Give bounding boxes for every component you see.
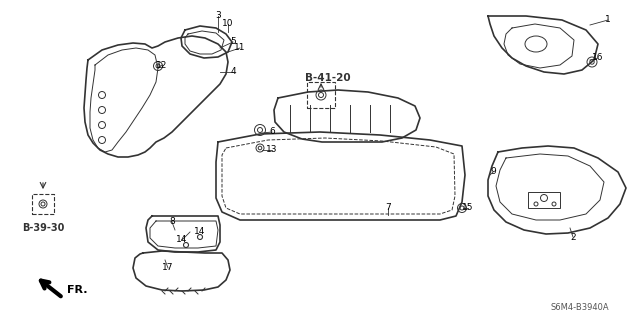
Text: 8: 8 bbox=[169, 218, 175, 226]
Text: 2: 2 bbox=[570, 233, 576, 241]
Text: B-41-20: B-41-20 bbox=[305, 73, 351, 83]
Text: 17: 17 bbox=[163, 263, 173, 272]
Text: 4: 4 bbox=[230, 68, 236, 77]
Text: FR.: FR. bbox=[67, 285, 88, 295]
Text: 5: 5 bbox=[230, 38, 236, 47]
Text: 12: 12 bbox=[156, 61, 168, 70]
Text: 13: 13 bbox=[266, 145, 278, 154]
Text: S6M4-B3940A: S6M4-B3940A bbox=[550, 303, 609, 313]
Text: 3: 3 bbox=[215, 11, 221, 20]
Bar bbox=[528, 192, 560, 208]
Text: 11: 11 bbox=[234, 43, 246, 53]
Text: B-39-30: B-39-30 bbox=[22, 223, 64, 233]
Text: 16: 16 bbox=[592, 54, 604, 63]
Text: 9: 9 bbox=[490, 167, 496, 176]
Text: 14: 14 bbox=[195, 227, 205, 236]
Text: 15: 15 bbox=[462, 204, 474, 212]
Text: 10: 10 bbox=[222, 19, 234, 28]
Text: 6: 6 bbox=[269, 128, 275, 137]
Text: 7: 7 bbox=[385, 204, 391, 212]
Text: 14: 14 bbox=[176, 235, 188, 244]
Text: 1: 1 bbox=[605, 16, 611, 25]
